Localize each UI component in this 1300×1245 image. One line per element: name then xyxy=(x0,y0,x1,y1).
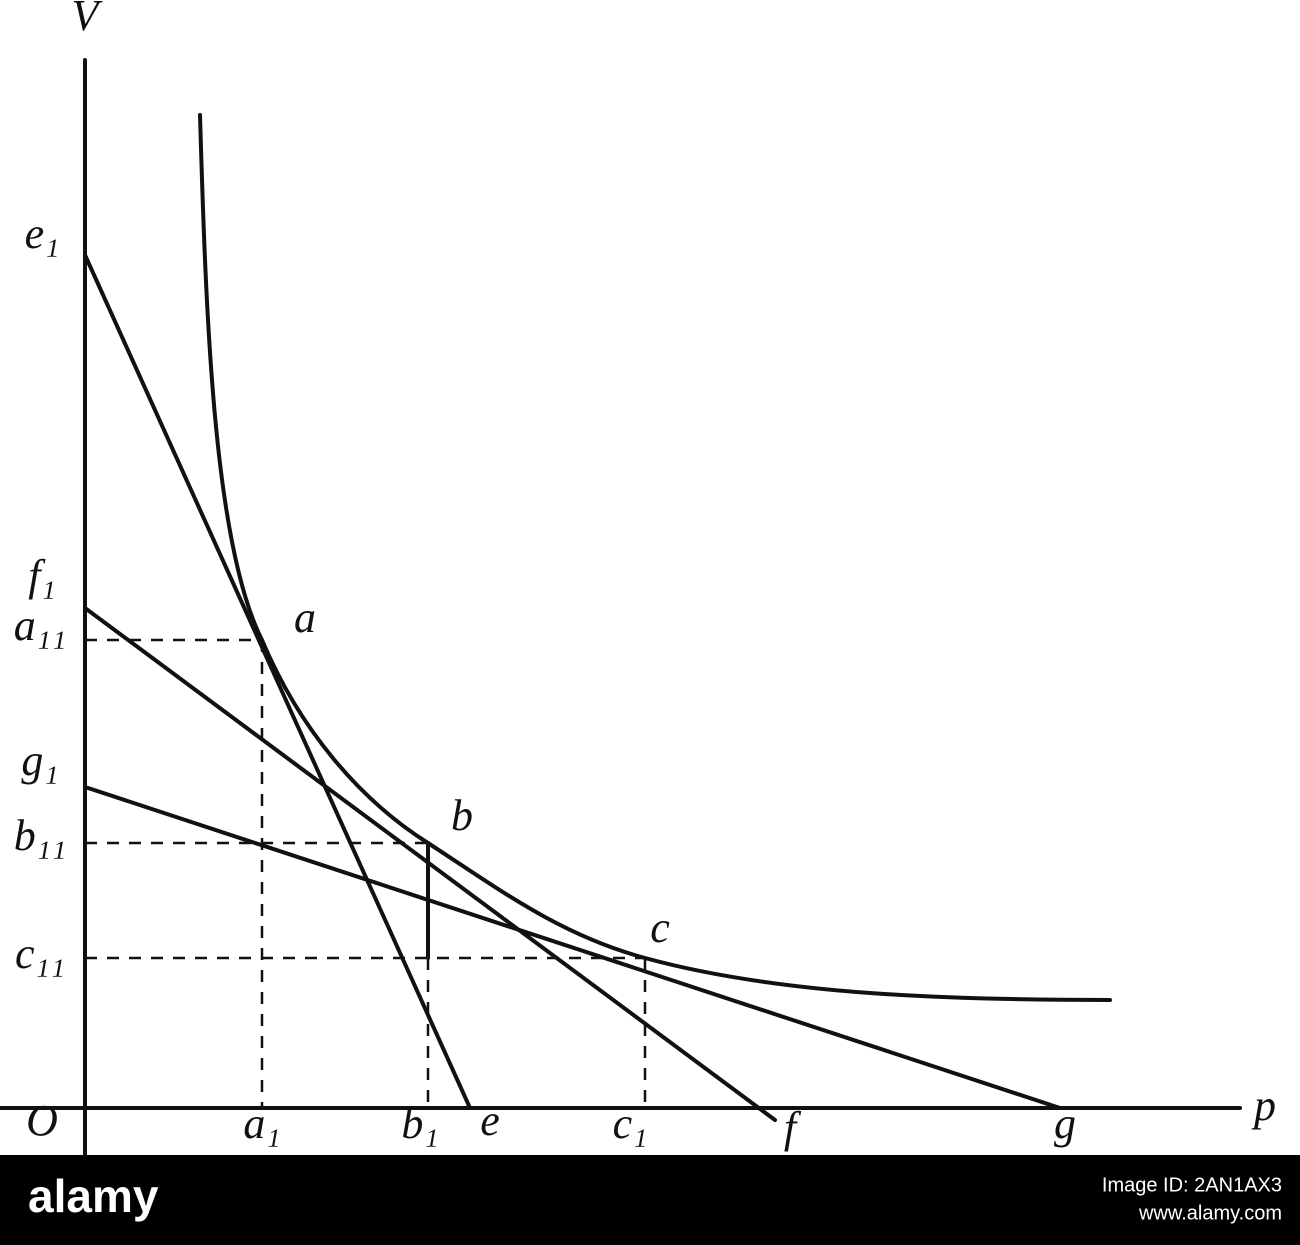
x-axis-label: p xyxy=(1251,1081,1276,1130)
x-point-label: e xyxy=(480,1096,500,1145)
y-point-label: g₁ xyxy=(21,736,58,785)
tangent-e xyxy=(83,253,472,1110)
x-point-label: b₁ xyxy=(401,1099,438,1148)
y-point-label: f₁ xyxy=(28,551,56,600)
background xyxy=(0,0,1300,1155)
watermark-url: www.alamy.com xyxy=(1138,1202,1282,1224)
y-point-label: b₁₁ xyxy=(14,811,67,860)
tangent-g xyxy=(83,785,1062,1110)
y-axis-label: V xyxy=(72,0,104,40)
point-label: b xyxy=(451,791,473,840)
y-point-label: e₁ xyxy=(25,209,60,258)
watermark-id: Image ID: 2AN1AX3 xyxy=(1102,1174,1282,1196)
point-label: c xyxy=(650,903,670,952)
point-label: a xyxy=(294,593,316,642)
y-point-label: a₁₁ xyxy=(14,601,67,650)
watermark-brand: alamy xyxy=(28,1170,159,1222)
x-point-label: a₁ xyxy=(243,1099,280,1148)
y-point-label: c₁₁ xyxy=(15,929,65,978)
x-point-label: g xyxy=(1054,1099,1076,1148)
watermark-bar xyxy=(0,1155,1300,1245)
origin-label: O xyxy=(26,1096,58,1145)
x-point-label: c₁ xyxy=(613,1099,648,1148)
curve xyxy=(198,113,1112,1002)
